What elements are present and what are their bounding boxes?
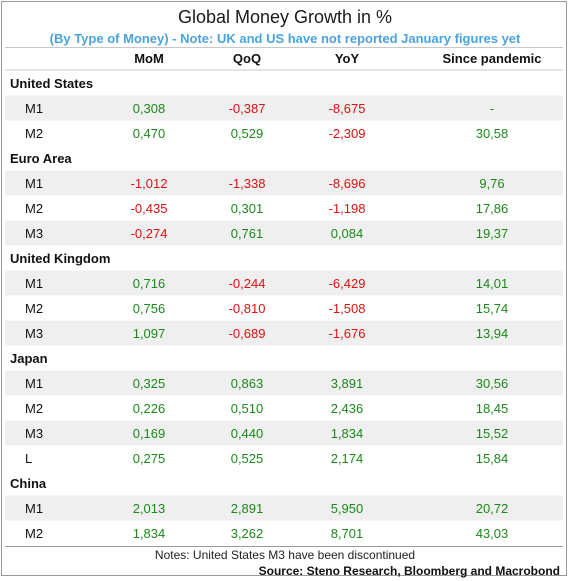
row-stripe	[5, 220, 563, 246]
table-cell: -8,675	[329, 101, 366, 116]
table-cell: 18,45	[476, 401, 509, 416]
table-cell: 15,74	[476, 301, 509, 316]
row-stripe	[5, 370, 563, 396]
table-cell: 2,174	[331, 451, 364, 466]
group-label: Euro Area	[10, 151, 72, 166]
table-cell: -0,810	[229, 301, 266, 316]
table-cell: 2,436	[331, 401, 364, 416]
table-cell: 0,761	[231, 226, 264, 241]
row-label: L	[25, 451, 32, 466]
table-cell: 14,01	[476, 276, 509, 291]
table-cell: -2,309	[329, 126, 366, 141]
table-cell: 1,834	[331, 426, 364, 441]
table-cell: 0,756	[133, 301, 166, 316]
table-cell: 0,440	[231, 426, 264, 441]
table-cell: 0,470	[133, 126, 166, 141]
table-cell: 17,86	[476, 201, 509, 216]
money-growth-table: MoM QoQ YoY Since pandemic United States M1 0,…	[5, 51, 563, 547]
row-label: M1	[25, 176, 43, 191]
table-cell: 13,94	[476, 326, 509, 341]
row-stripe	[5, 495, 563, 521]
table-cell: 2,013	[133, 501, 166, 516]
column-header: YoY	[335, 51, 360, 66]
group-label: China	[10, 476, 47, 491]
row-stripe	[5, 95, 563, 121]
table-cell: 8,701	[331, 526, 364, 541]
table-cell: -0,387	[229, 101, 266, 116]
table-cell: 9,76	[479, 176, 504, 191]
table-cell: -0,435	[131, 201, 168, 216]
notes-text: Notes: United States M3 have been discon…	[154, 548, 416, 562]
table-cell: -1,508	[329, 301, 366, 316]
group-label: United Kingdom	[10, 251, 110, 266]
row-label: M2	[25, 301, 43, 316]
chart-subtitle: (By Type of Money) - Note: UK and US hav…	[49, 31, 521, 46]
row-stripe	[5, 320, 563, 346]
table-cell: -6,429	[329, 276, 366, 291]
table-cell: 0,169	[133, 426, 166, 441]
row-label: M2	[25, 526, 43, 541]
table-cell: 0,716	[133, 276, 166, 291]
row-label: M3	[25, 226, 43, 241]
row-label: M3	[25, 326, 43, 341]
table-cell: 0,325	[133, 376, 166, 391]
table-cell: -1,338	[229, 176, 266, 191]
table-cell: 3,262	[231, 526, 264, 541]
table-cell: 19,37	[476, 226, 509, 241]
row-label: M2	[25, 401, 43, 416]
table-cell: 15,84	[476, 451, 509, 466]
row-label: M1	[25, 101, 43, 116]
table-cell: -	[490, 101, 494, 116]
table-cell: 0,525	[231, 451, 264, 466]
table-cell: -0,274	[131, 226, 168, 241]
column-header: Since pandemic	[443, 51, 542, 66]
table-cell: 1,097	[133, 326, 166, 341]
table-cell: 2,891	[231, 501, 264, 516]
row-label: M2	[25, 201, 43, 216]
table-cell: -1,676	[329, 326, 366, 341]
group-label: Japan	[10, 351, 48, 366]
table-cell: 0,510	[231, 401, 264, 416]
group-label: United States	[10, 76, 93, 91]
table-cell: -0,689	[229, 326, 266, 341]
table-cell: 0,863	[231, 376, 264, 391]
table-cell: 20,72	[476, 501, 509, 516]
row-stripe	[5, 270, 563, 296]
table-cell: -1,012	[131, 176, 168, 191]
table-cell: 0,275	[133, 451, 166, 466]
table-cell: 0,301	[231, 201, 264, 216]
header-divider	[5, 47, 563, 48]
table-cell: -0,244	[229, 276, 266, 291]
chart-title: Global Money Growth in %	[177, 7, 393, 27]
row-stripe	[5, 170, 563, 196]
table-cell: 43,03	[476, 526, 509, 541]
table-cell: 0,084	[331, 226, 364, 241]
table-cell: 0,308	[133, 101, 166, 116]
table-cell: -1,198	[329, 201, 366, 216]
table-cell: 1,834	[133, 526, 166, 541]
table-cell: 30,56	[476, 376, 509, 391]
table-cell: 0,226	[133, 401, 166, 416]
row-label: M3	[25, 426, 43, 441]
row-stripe	[5, 420, 563, 446]
table-cell: -8,696	[329, 176, 366, 191]
table-cell: 15,52	[476, 426, 509, 441]
column-header: QoQ	[233, 51, 261, 66]
row-label: M1	[25, 276, 43, 291]
row-label: M1	[25, 501, 43, 516]
row-label: M2	[25, 126, 43, 141]
source-text: Source: Steno Research, Bloomberg and Ma…	[258, 564, 560, 578]
column-header: MoM	[134, 51, 164, 66]
table-cell: 5,950	[331, 501, 364, 516]
table-cell: 3,891	[331, 376, 364, 391]
row-label: M1	[25, 376, 43, 391]
table-cell: 0,529	[231, 126, 264, 141]
table-cell: 30,58	[476, 126, 509, 141]
